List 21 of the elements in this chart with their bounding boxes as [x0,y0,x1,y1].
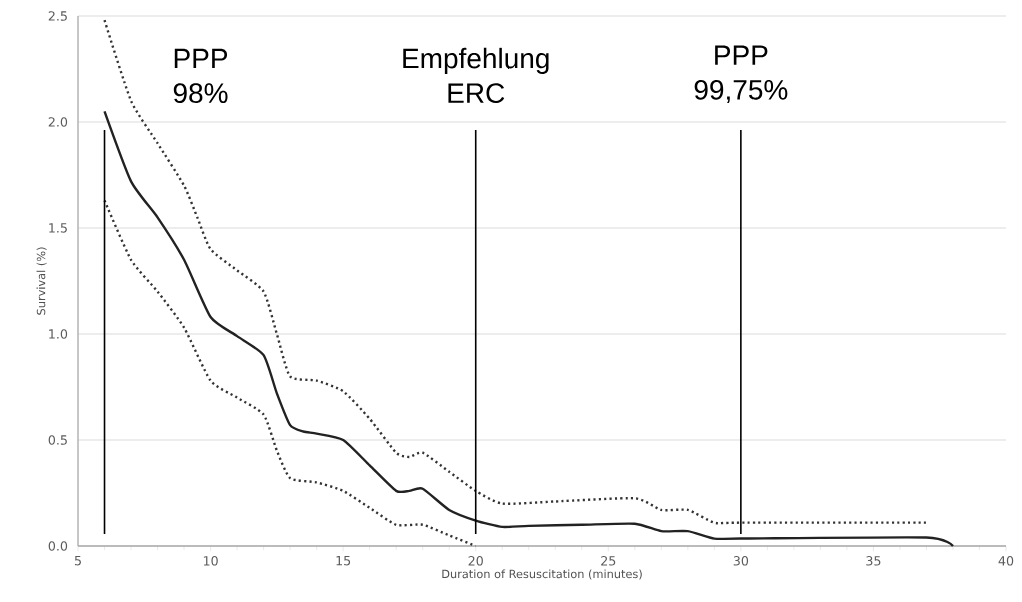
x-tick-label: 20 [468,556,483,566]
x-tick-label: 25 [601,556,616,566]
x-tick-label: 10 [203,556,218,566]
line-series [103,110,955,548]
ref-line-label: PPP 98% [173,48,228,104]
ref-line-label: PPP 99,75% [694,45,788,104]
y-tick-label: 0.5 [48,435,67,445]
y-tick-label: 0.0 [48,541,68,551]
x-axis-title: Duration of Resuscitation (minutes) [442,569,642,580]
y-axis-title: Survival (%) [36,247,47,315]
y-tick-label: 1.0 [49,329,68,339]
x-tick-label: 40 [998,556,1014,566]
y-tick-label: 1.5 [49,223,67,233]
x-tick-label: 5 [74,556,81,566]
y-tick-label: 2.5 [48,11,67,21]
y-tick-label: 2.0 [48,117,68,127]
line-series [103,19,928,525]
x-tick-label: 35 [866,556,881,566]
ref-line-label: Empfehlung ERC [403,47,549,104]
x-tick-label: 15 [336,556,351,566]
x-tick-label: 30 [733,556,749,566]
